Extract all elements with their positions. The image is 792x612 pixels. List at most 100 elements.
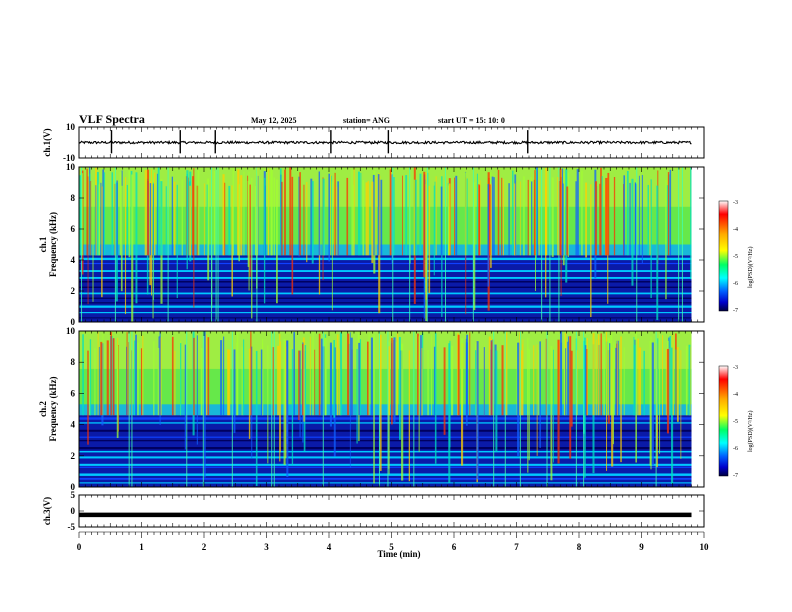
sferic-streak: [633, 344, 636, 416]
sferic-streak: [303, 339, 305, 416]
sferic-streak: [595, 339, 597, 416]
sferic-streak: [635, 331, 638, 463]
impulse-line: [167, 167, 169, 322]
sferic-streak: [443, 347, 446, 435]
sferic-streak: [357, 171, 361, 256]
sferic-streak: [393, 337, 396, 425]
sferic-streak: [638, 347, 642, 416]
sferic-streak: [559, 168, 562, 256]
y-axis-label: ch.1: [38, 236, 48, 252]
sferic-streak: [100, 341, 103, 416]
narrowband-line: [79, 286, 692, 288]
sferic-streak: [284, 169, 286, 256]
y-tick-label: 0: [71, 482, 76, 492]
sferic-streak: [427, 350, 429, 416]
sferic-streak: [536, 167, 538, 256]
sferic-streak: [149, 183, 152, 256]
sferic-streak: [165, 186, 167, 256]
sferic-streak: [158, 336, 161, 416]
sferic-streak: [529, 181, 531, 256]
sferic-streak: [116, 180, 118, 256]
sferic-streak: [336, 334, 339, 416]
sferic-streak: [144, 170, 147, 256]
sferic-streak: [349, 332, 351, 468]
sferic-streak: [197, 170, 200, 256]
sferic-streak: [607, 337, 610, 416]
sferic-streak: [623, 347, 625, 416]
sferic-streak: [626, 170, 629, 256]
x-tick-label: 0: [77, 542, 82, 552]
x-tick-label: 7: [514, 542, 519, 552]
sferic-streak: [236, 332, 239, 416]
sferic-streak: [567, 336, 569, 416]
sferic-streak: [392, 177, 395, 256]
narrowband-line: [79, 297, 692, 299]
sferic-streak: [545, 338, 548, 416]
sferic-streak: [330, 174, 332, 256]
y-axis-label: ch.1(V): [42, 128, 52, 156]
sferic-streak: [401, 175, 403, 256]
y-tick-label: 8: [71, 357, 76, 367]
narrowband-line: [79, 456, 692, 459]
impulse-line: [444, 167, 446, 322]
sferic-streak: [367, 180, 369, 256]
narrowband-line: [79, 292, 692, 295]
sferic-streak: [491, 176, 494, 256]
sferic-streak: [333, 179, 335, 256]
sferic-streak: [398, 337, 401, 440]
sferic-streak: [584, 345, 587, 416]
sferic-streak: [243, 339, 245, 416]
impulse-line: [231, 331, 233, 487]
y-axis-label: Frequency (kHz): [48, 212, 58, 277]
sferic-streak: [314, 349, 316, 416]
sferic-streak: [447, 185, 449, 256]
sferic-streak: [419, 173, 422, 256]
sferic-streak: [656, 349, 658, 447]
narrowband-line: [79, 276, 692, 279]
sferic-streak: [371, 181, 374, 263]
impulse-line: [202, 331, 204, 487]
sferic-streak: [285, 346, 287, 458]
sferic-streak: [629, 182, 631, 256]
impulse-line: [426, 167, 428, 322]
sferic-streak: [135, 172, 138, 304]
start-time-label: start UT = 15: 10: 0: [438, 116, 505, 125]
sferic-streak: [558, 181, 561, 256]
impulse-line: [128, 331, 130, 487]
sferic-streak: [613, 177, 616, 256]
sferic-streak: [186, 174, 188, 270]
sferic-streak: [530, 176, 532, 256]
sferic-streak: [375, 176, 377, 256]
sferic-streak: [347, 333, 350, 416]
sferic-streak: [545, 167, 548, 256]
impulse-line: [81, 167, 83, 322]
sferic-streak: [318, 333, 321, 416]
sferic-streak: [476, 173, 478, 256]
sferic-streak: [254, 185, 257, 256]
impulse-line: [387, 331, 389, 487]
sferic-streak: [124, 177, 127, 315]
sferic-streak: [551, 177, 554, 257]
sferic-streak: [299, 172, 301, 256]
sferic-streak: [562, 173, 565, 266]
sferic-streak: [237, 170, 239, 256]
impulse-line: [215, 167, 217, 322]
ch2-colorbar-tick: -3: [733, 365, 738, 371]
sferic-streak: [223, 336, 225, 416]
ch1-colorbar-tick: -5: [733, 254, 738, 260]
sferic-streak: [641, 174, 643, 263]
sferic-streak: [550, 346, 553, 481]
sferic-streak: [351, 168, 353, 256]
x-tick-label: 8: [577, 542, 582, 552]
sferic-streak: [362, 180, 365, 256]
x-tick-label: 4: [327, 542, 332, 552]
sferic-streak: [135, 334, 137, 416]
sferic-streak: [103, 172, 106, 256]
date-label: May 12, 2025: [251, 116, 297, 125]
y-tick-label: 5: [71, 490, 76, 500]
sferic-streak: [366, 341, 370, 416]
sferic-streak: [433, 185, 435, 276]
sferic-streak: [559, 331, 563, 416]
sferic-streak: [669, 336, 671, 416]
